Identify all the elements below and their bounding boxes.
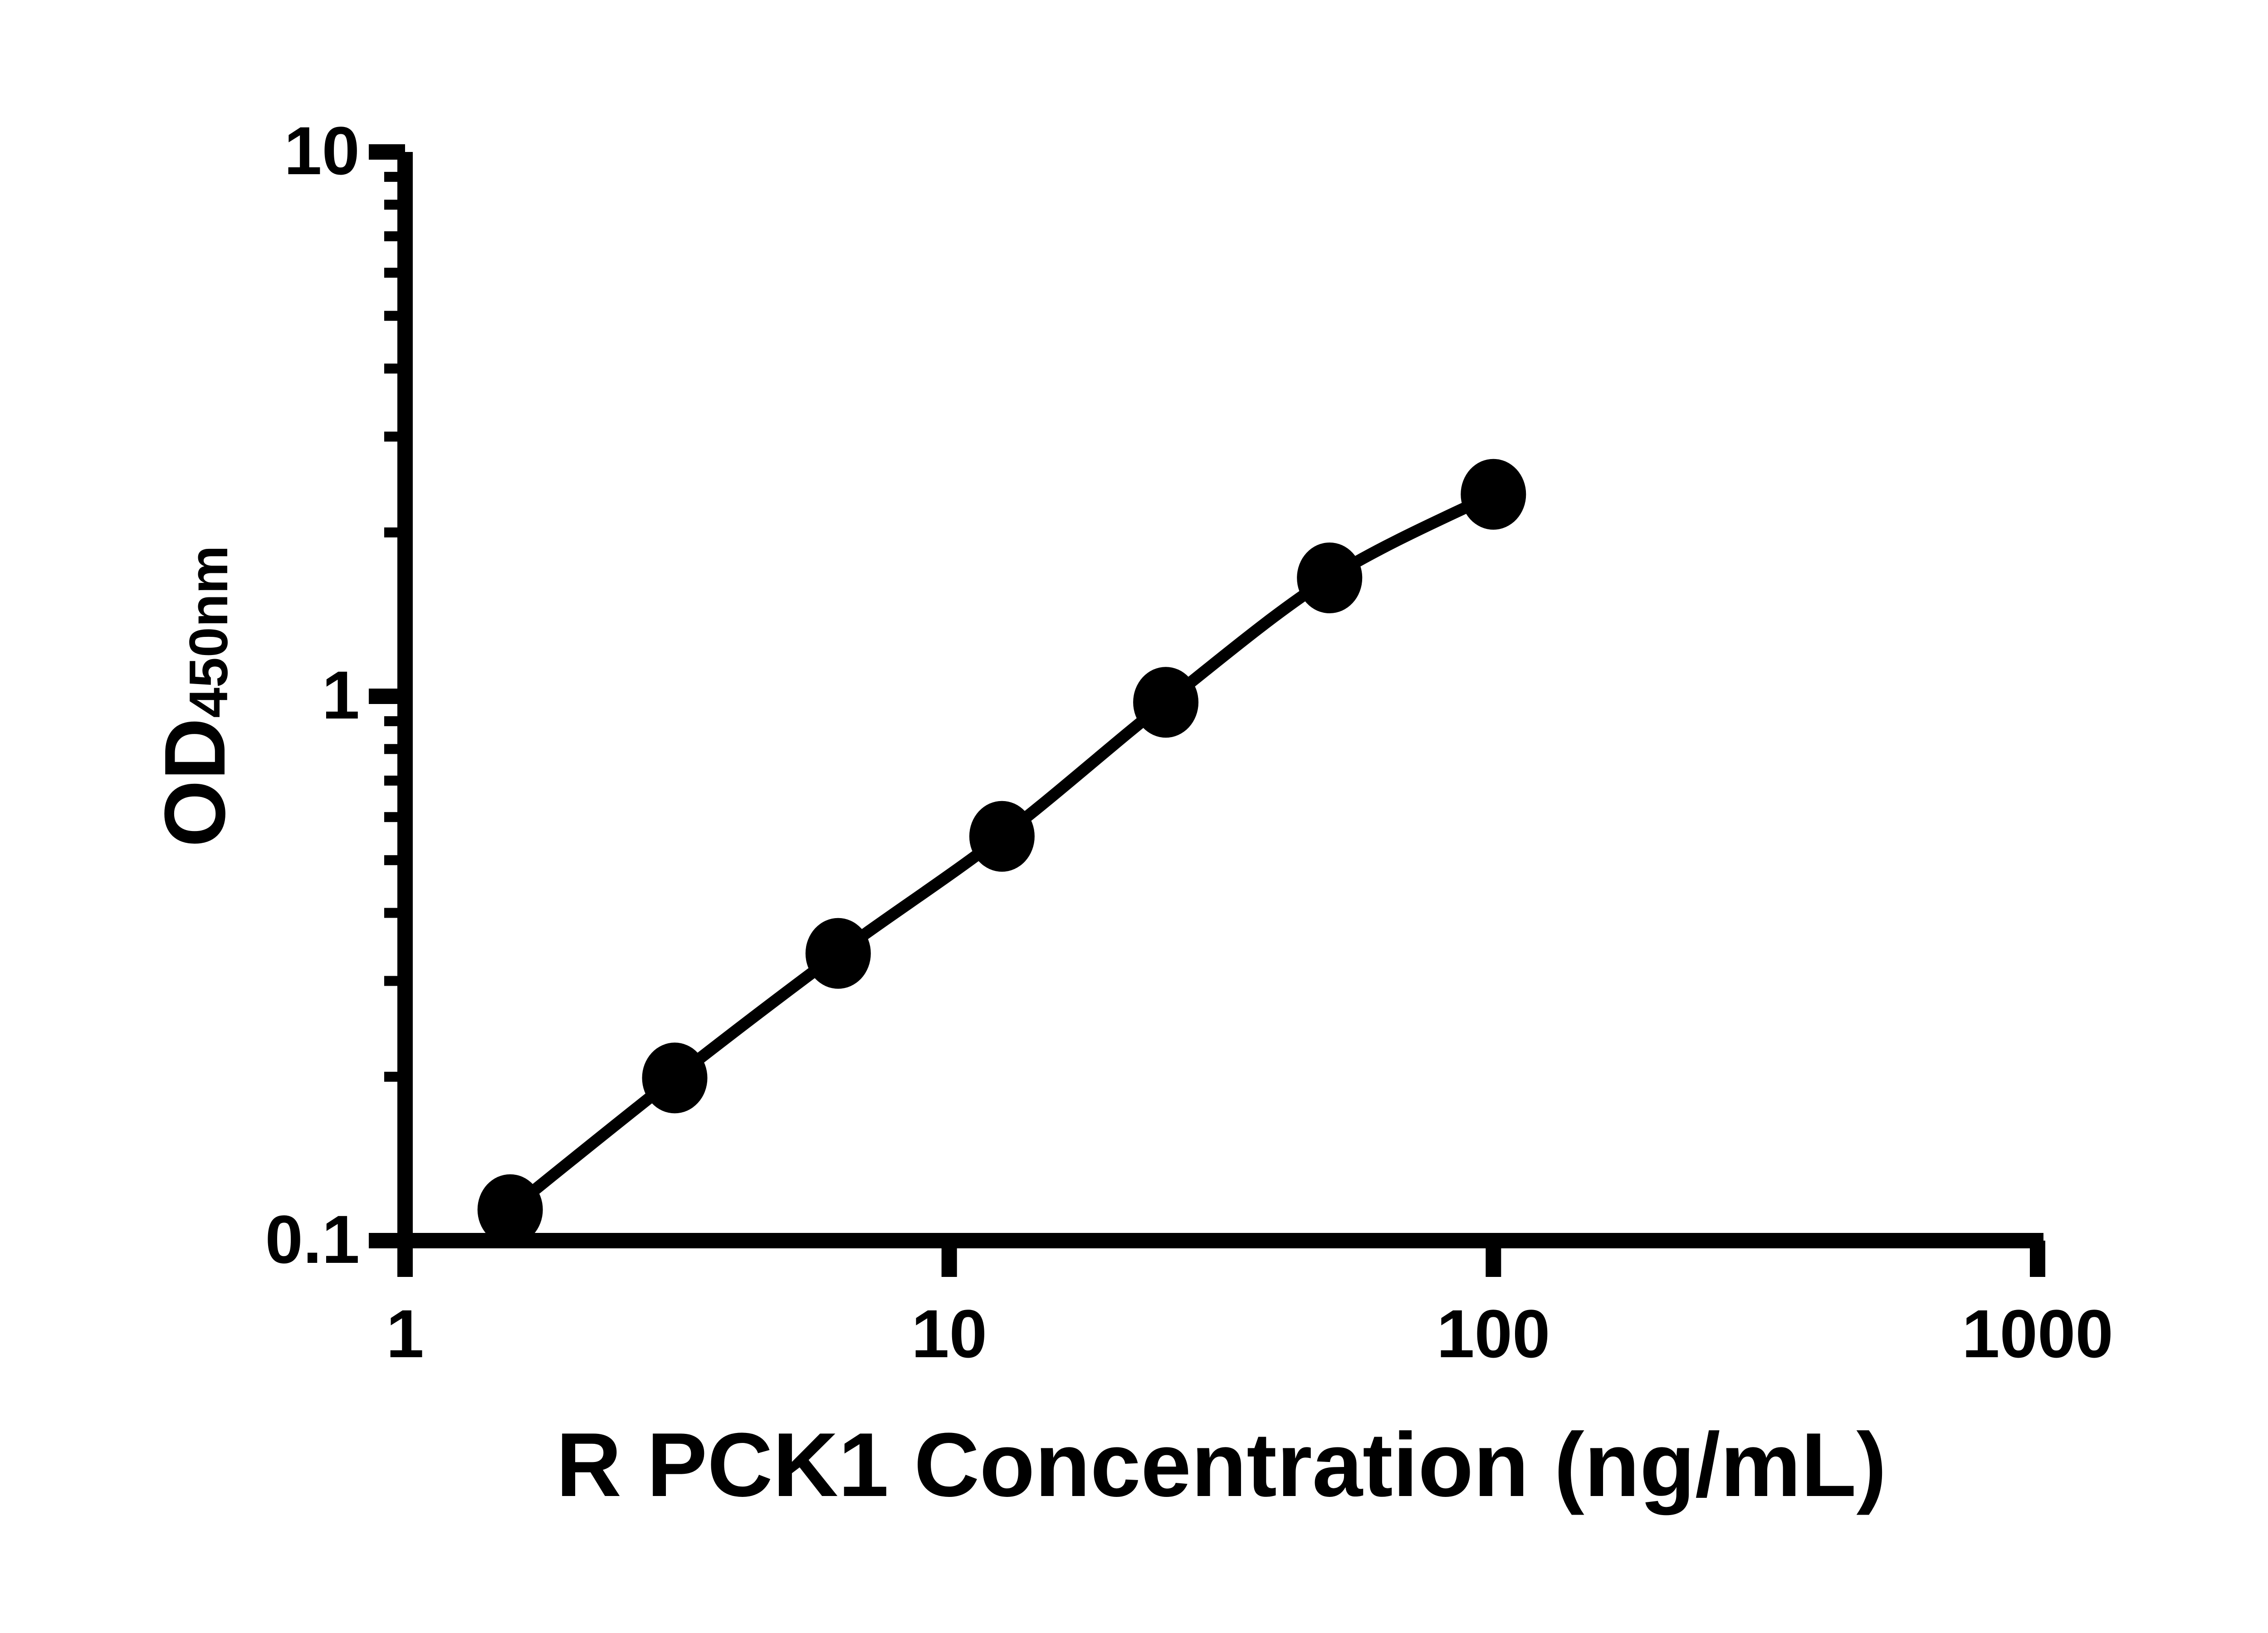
data-point-marker bbox=[477, 1174, 543, 1245]
y-tick-label: 10 bbox=[284, 112, 360, 189]
y-axis-title: OD 450nm bbox=[136, 152, 254, 1241]
x-axis-title-text: R PCK1 Concentration (ng/mL) bbox=[556, 1414, 1887, 1516]
y-tick-label: 1 bbox=[322, 657, 360, 733]
data-point-marker bbox=[642, 1042, 708, 1114]
y-axis-ticks bbox=[369, 144, 405, 1248]
x-tick-label: 1 bbox=[386, 1296, 424, 1372]
series-markers bbox=[477, 459, 1526, 1245]
y-tick-label: 0.1 bbox=[265, 1201, 360, 1277]
x-tick-label: 1000 bbox=[1962, 1296, 2113, 1372]
data-series-group bbox=[477, 459, 1526, 1245]
axis-group bbox=[369, 144, 2045, 1277]
y-axis-title-main: OD bbox=[147, 718, 243, 847]
data-point-marker bbox=[1461, 459, 1526, 530]
x-axis-ticks bbox=[397, 1241, 2045, 1277]
data-point-marker bbox=[969, 801, 1035, 872]
x-tick-label: 10 bbox=[911, 1296, 987, 1372]
y-axis-title-subscript: 450nm bbox=[178, 545, 239, 718]
x-axis-title: R PCK1 Concentration (ng/mL) bbox=[405, 1406, 2038, 1524]
data-point-marker bbox=[805, 918, 871, 989]
x-tick-label: 100 bbox=[1437, 1296, 1550, 1372]
data-point-marker bbox=[1133, 667, 1199, 738]
data-point-marker bbox=[1297, 543, 1363, 613]
